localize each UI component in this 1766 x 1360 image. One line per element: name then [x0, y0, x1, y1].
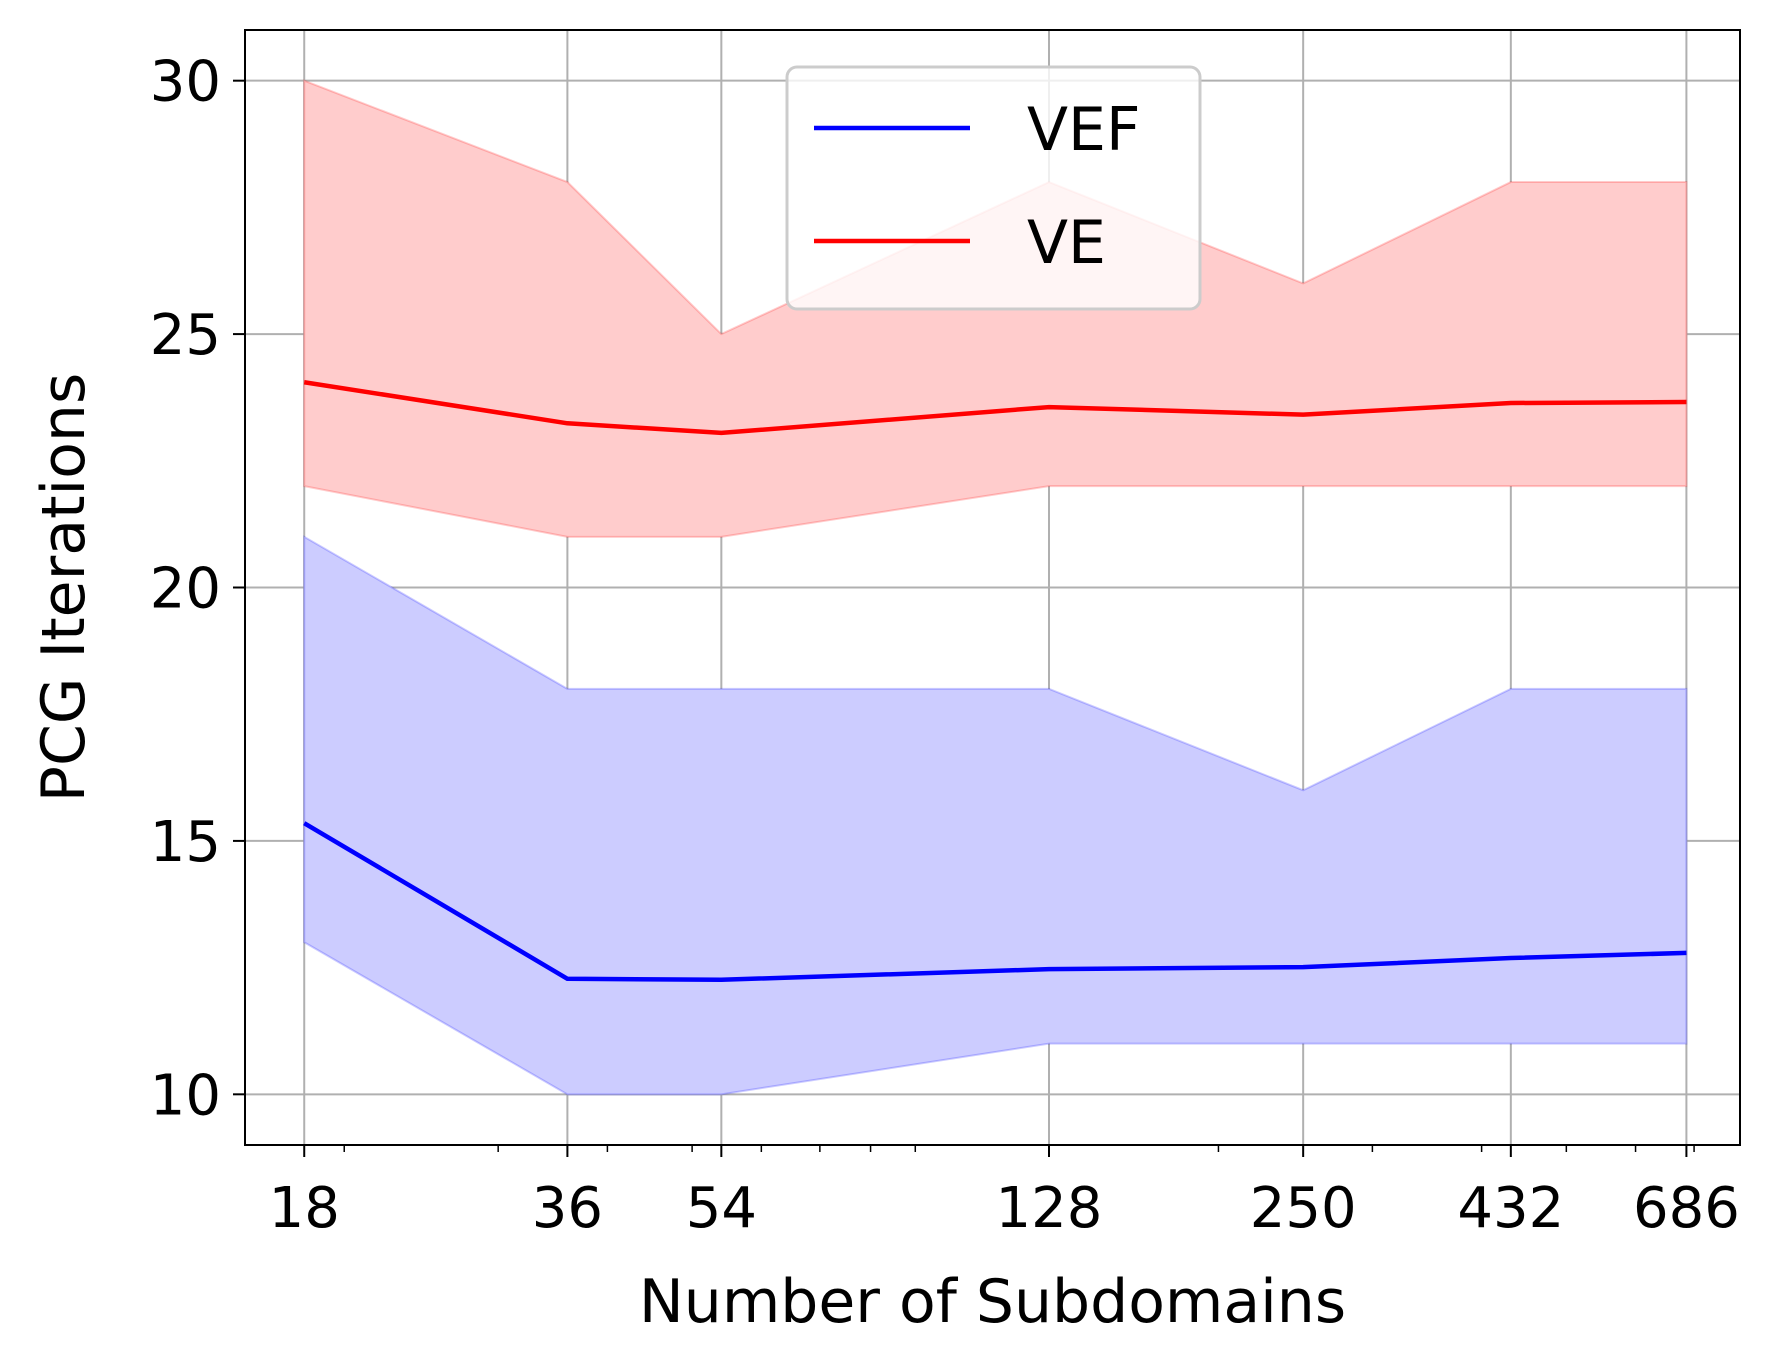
x-tick-label: 686 [1633, 1176, 1740, 1241]
x-tick-label: 250 [1250, 1176, 1357, 1241]
x-tick-label: 128 [996, 1176, 1103, 1241]
x-axis-label: Number of Subdomains [639, 1267, 1346, 1337]
band-vef [303, 535, 1688, 1096]
x-tick-label: 54 [686, 1176, 757, 1241]
series-line-ve [303, 380, 1687, 436]
y-tick-label: 15 [150, 810, 221, 875]
x-tick-label: 432 [1457, 1176, 1564, 1241]
ticks: 18 36 54 128 250 432 686 10 15 20 25 30 [150, 50, 1740, 1241]
y-tick-label: 30 [150, 50, 221, 115]
legend-label-ve: VE [1027, 208, 1106, 278]
series-line-vef [303, 821, 1687, 983]
y-tick-label: 25 [150, 303, 221, 368]
y-axis-label: PCG Iterations [29, 373, 99, 802]
legend-label-vef: VEF [1027, 95, 1140, 165]
legend: VEF VE [785, 65, 1202, 311]
series-lines [303, 380, 1687, 983]
y-tick-label: 10 [150, 1063, 221, 1128]
x-tick-label: 36 [532, 1176, 603, 1241]
y-tick-label: 20 [150, 557, 221, 622]
x-tick-label: 18 [269, 1176, 340, 1241]
